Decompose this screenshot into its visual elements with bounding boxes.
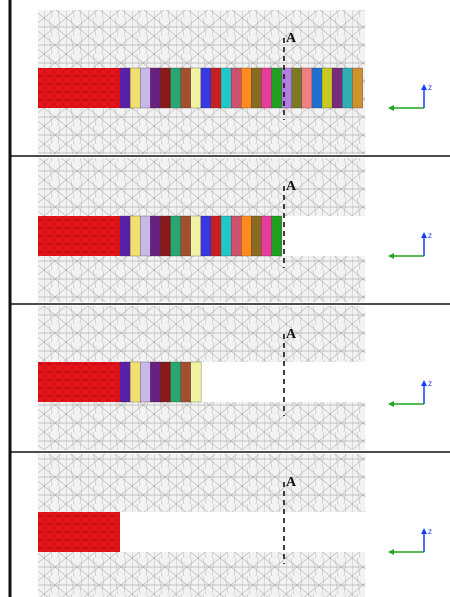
excavation-layer: [190, 215, 202, 257]
excavation-layer: [331, 67, 343, 109]
section-label: A: [286, 327, 297, 342]
mesh-band: [362, 68, 365, 108]
excavation-layer: [160, 361, 171, 403]
excavation-layer: [230, 215, 242, 257]
excavation-layer: [241, 67, 252, 109]
panel-1: Az: [10, 10, 450, 157]
excavation-layer: [291, 67, 303, 109]
excavation-layer: [119, 361, 131, 403]
excavation-layer: [261, 67, 272, 109]
excavation-layer: [129, 215, 141, 257]
mesh-lower: [38, 402, 365, 450]
excavation-layer: [150, 67, 161, 109]
initial-block-mesh: [38, 362, 120, 402]
excavation-layer: [180, 361, 192, 403]
axis-y-arrow: [388, 253, 394, 259]
panel-2: Az: [10, 158, 450, 305]
mesh-lower: [38, 256, 365, 302]
excavation-layer: [160, 67, 171, 109]
excavation-layer: [241, 215, 252, 257]
excavation-layer: [271, 215, 283, 257]
initial-block-mesh: [38, 216, 120, 256]
excavation-layer: [200, 215, 212, 257]
excavation-layer: [352, 67, 363, 109]
excavation-layer: [150, 215, 161, 257]
axis-z-arrow: [421, 380, 427, 386]
excavation-layer: [342, 67, 353, 109]
excavation-layer: [140, 67, 151, 109]
section-label: A: [286, 179, 297, 194]
excavation-layer: [140, 215, 151, 257]
excavation-layer: [271, 67, 283, 109]
excavation-layer: [190, 67, 202, 109]
excavation-layer: [119, 215, 131, 257]
excavation-layer: [220, 67, 232, 109]
mesh-upper: [38, 454, 365, 512]
excavation-layer: [321, 67, 333, 109]
excavation-layer: [190, 361, 202, 403]
section-label: A: [286, 31, 297, 46]
excavation-layer: [311, 67, 323, 109]
excavation-layer: [230, 67, 242, 109]
mesh-upper: [38, 158, 365, 216]
section-label: A: [286, 475, 297, 490]
excavation-layer: [160, 215, 171, 257]
mesh-upper: [38, 306, 365, 362]
excavation-layer: [200, 67, 212, 109]
excavation-layer: [150, 361, 161, 403]
axis-z-arrow: [421, 528, 427, 534]
excavation-layer: [251, 67, 262, 109]
excavation-layer: [129, 361, 141, 403]
excavation-layer: [220, 215, 232, 257]
excavation-layer: [170, 215, 182, 257]
axis-y-arrow: [388, 105, 394, 111]
excavation-layer: [180, 67, 192, 109]
excavation-layer: [281, 67, 293, 109]
axis-z-label: z: [428, 379, 432, 388]
axis-z-label: z: [428, 231, 432, 240]
axis-z-arrow: [421, 232, 427, 238]
axis-z-label: z: [428, 83, 432, 92]
mesh-lower: [38, 552, 365, 597]
mesh-upper: [38, 10, 365, 68]
axis-z-label: z: [428, 527, 432, 536]
excavation-layer: [210, 215, 222, 257]
excavation-layer: [140, 361, 151, 403]
excavation-layer: [301, 67, 313, 109]
excavation-layer: [251, 215, 262, 257]
panel-4: Az: [38, 454, 432, 597]
excavation-layer: [129, 67, 141, 109]
panel-3: Az: [10, 306, 450, 453]
excavation-layer: [170, 67, 182, 109]
mesh-lower: [38, 108, 365, 154]
excavation-layer: [180, 215, 192, 257]
excavation-layer: [210, 67, 222, 109]
excavation-layer: [119, 67, 131, 109]
initial-block-mesh: [38, 68, 120, 108]
excavation-layer: [261, 215, 272, 257]
axis-y-arrow: [388, 549, 394, 555]
excavation-layer: [170, 361, 182, 403]
axis-z-arrow: [421, 84, 427, 90]
initial-block-mesh: [38, 512, 120, 552]
axis-y-arrow: [388, 401, 394, 407]
